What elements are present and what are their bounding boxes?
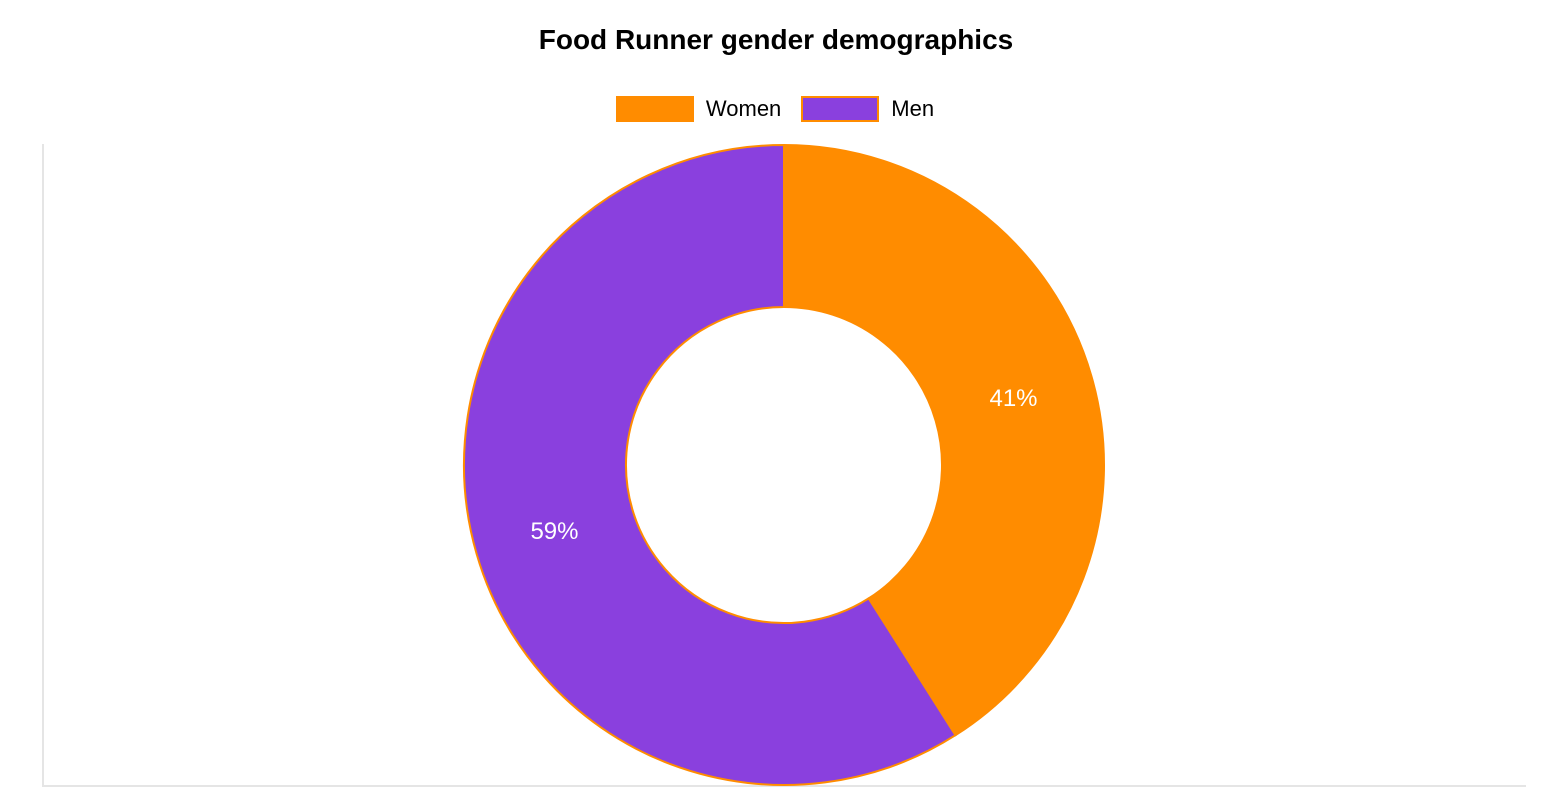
legend-item-men[interactable]: Men: [801, 96, 934, 122]
chart-title: Food Runner gender demographics: [538, 24, 1014, 55]
data-label-women: 41%: [989, 385, 1037, 412]
legend-label-men: Men: [891, 96, 935, 121]
slice-women[interactable]: [783, 143, 1105, 737]
data-label-men: 59%: [530, 518, 578, 545]
slice-men[interactable]: [463, 143, 957, 786]
legend-swatch-women: [615, 96, 694, 122]
chart-legend: Women Men: [0, 96, 1550, 122]
plot-border-left: [42, 144, 44, 787]
legend-swatch-men: [801, 96, 880, 122]
legend-item-women[interactable]: Women: [615, 96, 782, 122]
legend-label-women: Women: [705, 96, 782, 121]
